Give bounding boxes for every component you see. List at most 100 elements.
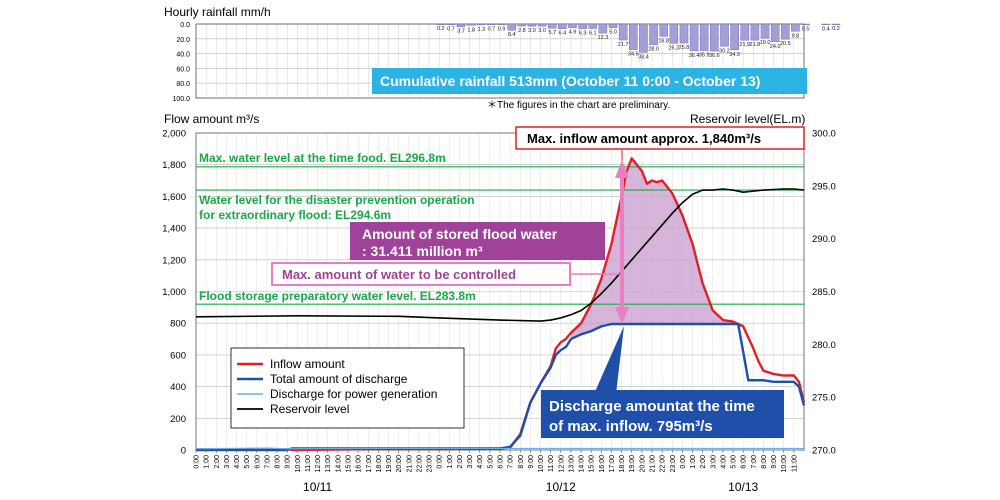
- rain-bar: [801, 23, 810, 26]
- y-tick-right: 270.0: [812, 446, 836, 457]
- rain-bar: [629, 23, 638, 50]
- discharge-label-2: of max. inflow. 795m³/s: [549, 418, 713, 435]
- x-tick-label: 18:00: [376, 455, 383, 473]
- rain-value-label: 5.0: [609, 30, 617, 36]
- legend-label-power: Discharge for power generation: [270, 387, 437, 401]
- rain-bar: [831, 23, 841, 26]
- x-tick-label: 9:00: [771, 455, 778, 469]
- series-lines: [195, 157, 806, 452]
- x-tick-label: 0:00: [194, 455, 201, 469]
- x-tick-label: 23:00: [670, 455, 677, 473]
- rain-bar: [456, 23, 466, 27]
- y-tick-right: 290.0: [812, 234, 836, 245]
- rain-bar: [466, 23, 476, 26]
- discharge-box: [541, 390, 784, 438]
- x-tick-label: 11:00: [791, 455, 798, 472]
- x-tick-label: 7:00: [508, 455, 515, 469]
- x-tick-label: 5:00: [487, 455, 494, 469]
- y-axis-right-label: Reservoir level(EL.m): [690, 112, 805, 126]
- x-tick-label: 8:00: [275, 455, 282, 469]
- rain-bar: [588, 23, 598, 29]
- x-tick-label: 13:00: [325, 455, 332, 473]
- x-tick-label: 23:00: [427, 455, 434, 473]
- rain-bar: [679, 23, 689, 44]
- rain-bar: [517, 23, 527, 27]
- x-tick-label: 10:00: [538, 455, 545, 473]
- y-tick-left: 600: [170, 350, 186, 361]
- y-tick-left: 1,600: [162, 192, 186, 203]
- x-tick-label: 2:00: [457, 455, 464, 469]
- x-tick-label: 1:00: [690, 455, 697, 469]
- x-tick-label: 4:00: [720, 455, 727, 469]
- rain-value-label: 0.2: [437, 26, 445, 32]
- rain-value-label: 30.2: [719, 48, 730, 54]
- x-tick-label: 20:00: [396, 455, 403, 473]
- x-ticks: 0:00 1:00 2:00 3:00 4:00 5:00 6:00 7:00 8:00 9:00…: [194, 450, 798, 473]
- rain-value-label: 21.7: [618, 42, 629, 48]
- x-tick-label: 21:00: [650, 455, 657, 473]
- x-tick-label: 9:00: [528, 455, 535, 469]
- rain-bar: [537, 23, 547, 27]
- rain-chart-title: Hourly rainfall mm/h: [164, 5, 271, 19]
- rain-bar: [436, 23, 446, 26]
- ref-label-flood-storage: Flood storage preparatory water level. E…: [199, 289, 476, 303]
- rain-bar: [497, 23, 506, 26]
- rain-value-label: 4.9: [569, 30, 577, 36]
- y-tick-left: 800: [170, 319, 186, 330]
- discharge-callout-tail: [594, 326, 624, 394]
- legend-box: [230, 347, 465, 429]
- rain-y-tick-label: 100.0: [172, 96, 190, 103]
- y-tick-left: 1,000: [162, 287, 186, 298]
- x-tick-label: 7:00: [751, 455, 758, 469]
- rain-value-label: 12.3: [598, 35, 609, 41]
- y-ticks-left: 0 200 400 600 800 1,000 1,200 1,400 1,600 1,800 2,…: [162, 129, 186, 457]
- x-tick-label: 19:00: [386, 455, 393, 473]
- y-tick-right: 280.0: [812, 340, 836, 351]
- x-tick-label: 17:00: [609, 455, 616, 473]
- controlled-label: Max. amount of water to be controlled: [282, 267, 516, 282]
- x-tick-label: 17:00: [366, 455, 373, 473]
- stored-water-area: [570, 158, 734, 340]
- x-tick-label: 14:00: [579, 455, 586, 473]
- x-tick-label: 0:00: [437, 455, 444, 469]
- x-tick-label: 22:00: [660, 455, 667, 473]
- rain-value-label: 0.4: [822, 26, 830, 32]
- x-tick-label: 9:00: [285, 455, 292, 469]
- x-tick-label: 18:00: [619, 455, 626, 473]
- x-tick-label: 2:00: [214, 455, 221, 469]
- rain-value-label: 19.0: [760, 40, 771, 46]
- stored-water-label-1: Amount of stored flood water: [362, 226, 558, 242]
- rain-value-label: 6.3: [579, 31, 587, 37]
- rain-value-label: 0.5: [802, 26, 810, 32]
- controlled-arrow-head-up: [615, 160, 629, 178]
- series-reservoir-line: [195, 188, 805, 322]
- rain-value-label: 0.7: [488, 27, 496, 33]
- y-tick-left: 1,200: [162, 255, 186, 266]
- legend-label-reservoir: Reservoir level: [270, 402, 349, 416]
- rain-bar: [507, 23, 516, 31]
- rain-bar: [649, 23, 658, 45]
- cumulative-rainfall-box: [372, 68, 807, 94]
- rain-bar: [598, 23, 608, 34]
- rain-bar: [760, 23, 770, 39]
- x-tick-label: 6:00: [498, 455, 505, 469]
- rain-value-label: 36.6: [709, 53, 720, 59]
- legend-label-discharge: Total amount of discharge: [270, 372, 408, 386]
- x-tick-label: 3:00: [710, 455, 717, 469]
- stored-water-fill: [570, 158, 734, 340]
- y-tick-left: 1,800: [162, 160, 186, 171]
- date-label: 10/13: [728, 480, 758, 494]
- rain-bar: [781, 23, 790, 40]
- rain-bar: [578, 23, 587, 29]
- x-tick-label: 21:00: [406, 455, 413, 473]
- rain-value-label: 26.2: [668, 45, 679, 51]
- x-tick-label: 6:00: [254, 455, 261, 469]
- y-tick-right: 285.0: [812, 287, 836, 298]
- rain-bar: [608, 23, 618, 28]
- rain-bar: [689, 23, 699, 52]
- rain-bar: [659, 23, 668, 37]
- x-tick-label: 6:00: [741, 455, 748, 469]
- x-tick-label: 16:00: [599, 455, 606, 473]
- date-label: 10/11: [303, 480, 332, 494]
